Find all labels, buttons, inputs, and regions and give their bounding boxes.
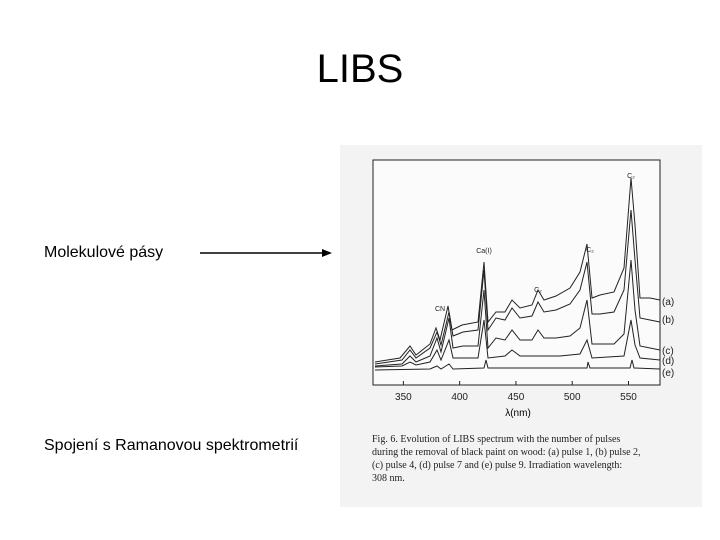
curve-label: (b) [662,315,674,326]
peak-label: Ca(I) [476,248,492,255]
arrow [200,249,332,257]
spectrum [374,359,661,371]
caption-line: (c) pulse 4, (d) pulse 7 and (e) pulse 9… [372,460,622,471]
peak-label: CN [435,306,445,313]
caption-line: during the removal of black paint on woo… [372,447,641,458]
x-axis-label: λ(nm) [505,408,531,419]
x-tick-label: 500 [564,392,581,403]
peak-label: C₂ [586,247,594,254]
curve-label: (a) [662,297,674,308]
curve-label: (e) [662,368,674,379]
spectrum [374,209,661,365]
x-tick-label: 350 [395,392,412,403]
x-tick-label: 400 [451,392,468,403]
peak-label: C₂ [627,173,635,180]
spectra [374,177,661,371]
spectrum [374,259,661,367]
slide-title: LIBS [317,47,404,91]
curve-label: (d) [662,356,674,367]
caption-line: Fig. 6. Evolution of LIBS spectrum with … [372,434,620,445]
bullet-text: Molekulové pásy [44,244,163,261]
curve-label: (c) [662,346,674,357]
x-tick-label: 550 [620,392,637,403]
bullet-text: Spojení s Ramanovou spektrometrií [44,437,299,454]
plot-frame [372,159,661,386]
peak-label: C₂ [534,287,542,294]
x-tick-label: 450 [508,392,525,403]
caption-line: 308 nm. [372,473,405,484]
figure: C₂ Ca(I) C₂ C₂ CN (a) (b) (c) (d) (e) 35… [340,145,702,507]
spectrum [374,319,661,368]
